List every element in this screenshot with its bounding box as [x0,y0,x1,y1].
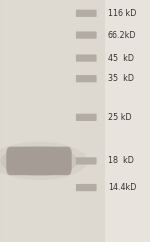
FancyBboxPatch shape [2,0,80,242]
Text: 116 kD: 116 kD [108,9,136,18]
Ellipse shape [0,142,87,180]
Ellipse shape [0,146,77,176]
FancyBboxPatch shape [76,114,97,121]
FancyBboxPatch shape [6,147,72,175]
Text: 66.2kD: 66.2kD [108,30,136,40]
Text: 25 kD: 25 kD [108,113,132,122]
FancyBboxPatch shape [0,0,105,242]
Text: 18  kD: 18 kD [108,156,134,166]
Text: 14.4kD: 14.4kD [108,183,136,192]
Text: 45  kD: 45 kD [108,53,134,63]
FancyBboxPatch shape [76,31,97,39]
FancyBboxPatch shape [76,54,97,62]
Text: 35  kD: 35 kD [108,74,134,83]
FancyBboxPatch shape [76,10,97,17]
FancyBboxPatch shape [105,0,150,242]
FancyBboxPatch shape [76,75,97,82]
FancyBboxPatch shape [76,157,97,165]
FancyBboxPatch shape [76,184,97,191]
